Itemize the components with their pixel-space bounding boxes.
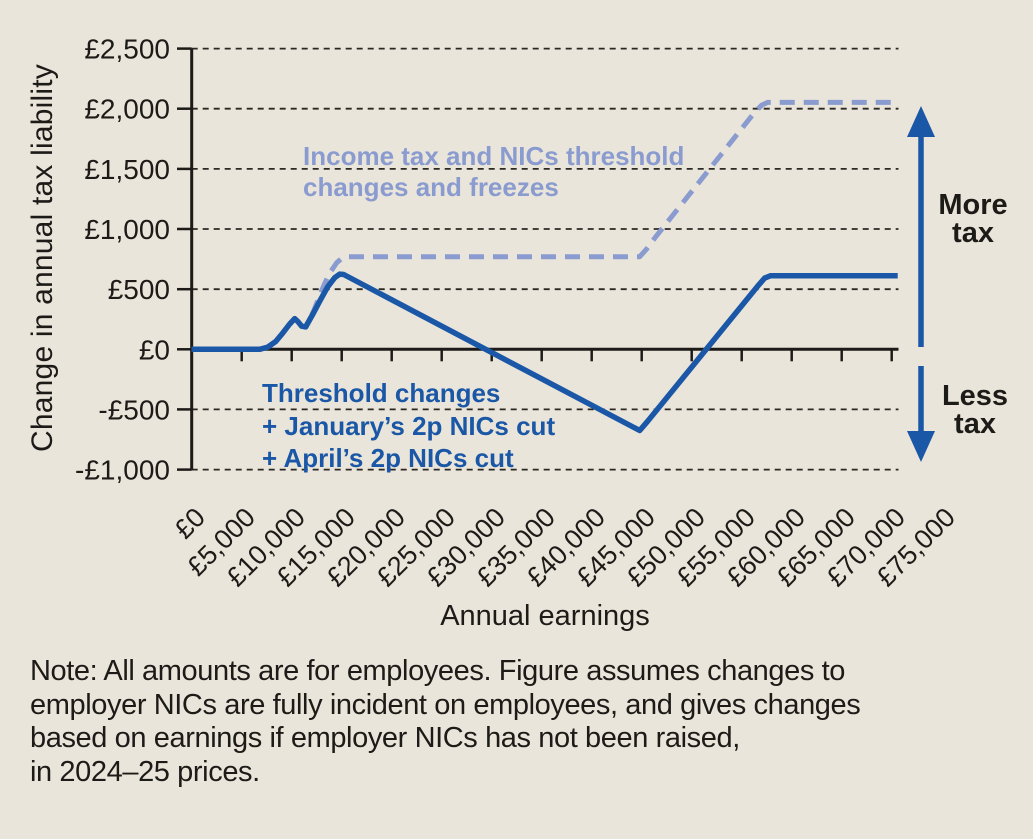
series-label-line: Threshold changes <box>262 378 501 408</box>
y-tick-label: £500 <box>108 274 170 305</box>
y-tick-label: £1,000 <box>84 214 170 245</box>
footnote: Note: All amounts are for employees. Fig… <box>30 655 861 789</box>
more-tax-arrow-icon <box>907 106 935 347</box>
less-tax-label: Less tax <box>941 380 1009 440</box>
series-line-0 <box>191 99 898 352</box>
series-label-line: changes and freezes <box>303 172 559 202</box>
y-axis-title: Change in annual tax liability <box>26 64 59 452</box>
y-tick-label: £2,500 <box>84 34 170 65</box>
less-tax-arrow-icon <box>907 366 935 462</box>
y-tick-label: -£1,000 <box>75 455 170 486</box>
series-label-line: + January’s 2p NICs cut <box>262 410 556 441</box>
series-line-1 <box>191 271 898 434</box>
series-label-threshold-nics-cuts: Threshold changes + January’s 2p NICs cu… <box>262 377 555 475</box>
chart-plot-area: £2,500 £2,000 £1,500 £1,000 £500 £0 -£500 -£1,0… <box>75 34 961 593</box>
y-tick-label: £2,000 <box>84 94 170 125</box>
y-tick-label: £1,500 <box>84 154 170 185</box>
footnote-line: based on earnings if employer NICs has n… <box>30 722 740 754</box>
y-tick-label: -£500 <box>98 394 170 425</box>
footnote-line: Note: All amounts are for employees. Fig… <box>30 655 846 687</box>
y-tick-label: £0 <box>139 334 170 365</box>
more-tax-label: More tax <box>938 189 1008 249</box>
series-label-threshold-freezes: Income tax and NICs threshold changes an… <box>303 141 684 203</box>
x-axis-title: Annual earnings <box>440 600 650 632</box>
footnote-line: in 2024–25 prices. <box>30 755 260 788</box>
footnote-line: employer NICs are fully incident on empl… <box>30 688 861 721</box>
series-label-line: + April’s 2p NICs cut <box>262 443 514 473</box>
series-label-line: Income tax and NICs threshold <box>303 141 685 171</box>
